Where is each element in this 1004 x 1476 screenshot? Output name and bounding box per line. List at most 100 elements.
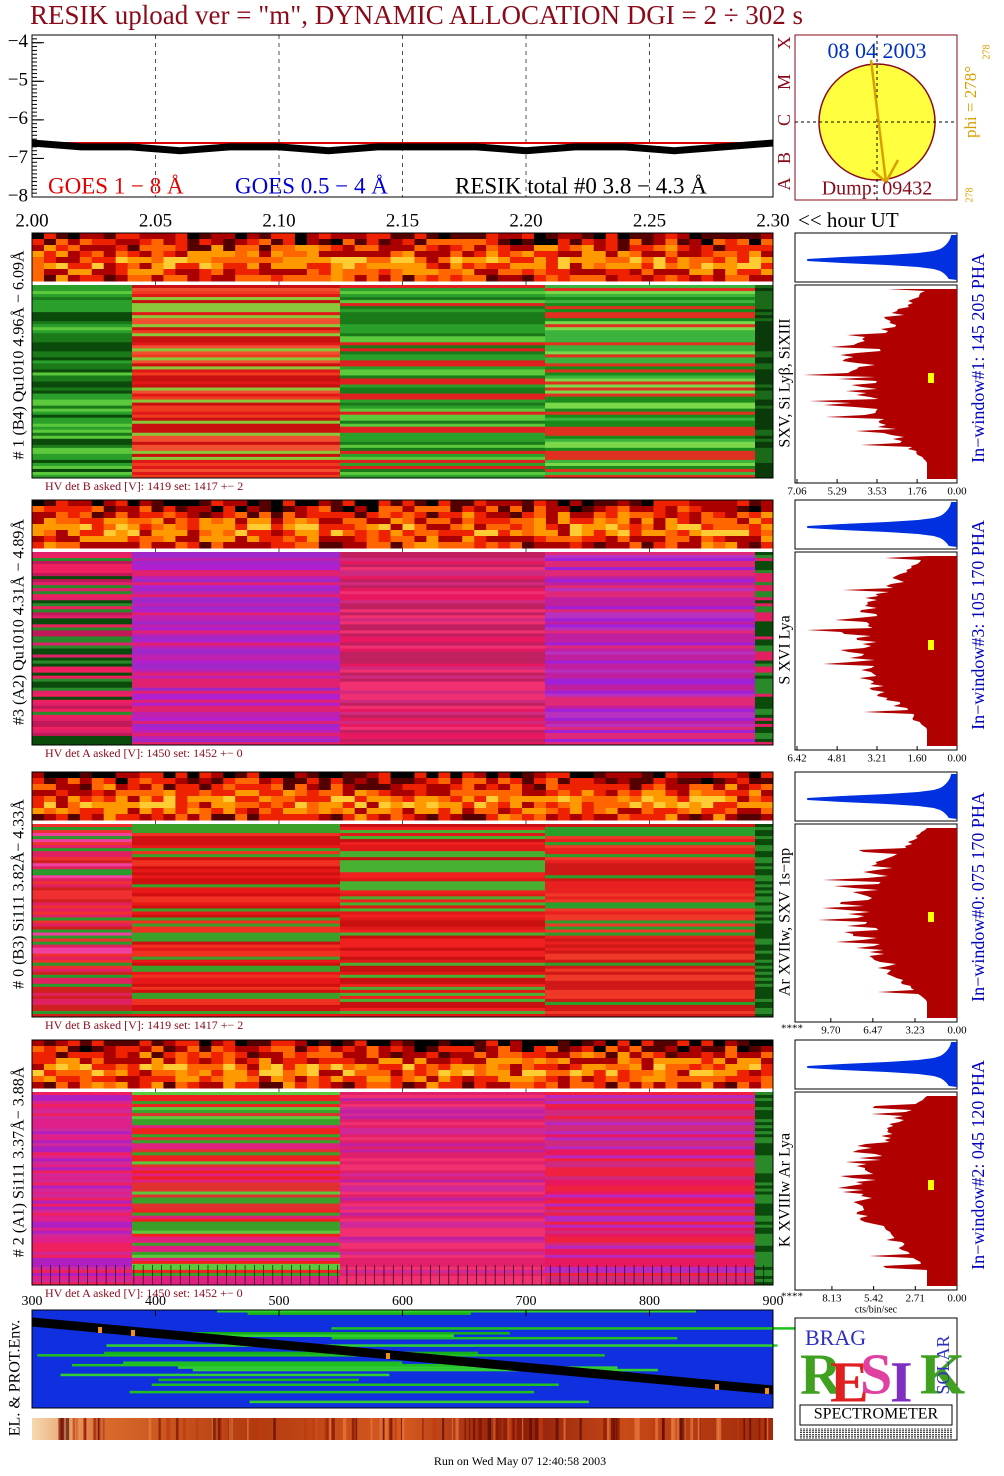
spectrum-cell	[402, 245, 415, 252]
spectrum-cell	[175, 239, 188, 246]
spectrum-cell	[426, 263, 439, 270]
spectrum-cell	[450, 796, 463, 803]
spectrum-cell	[247, 500, 260, 507]
env-band	[192, 1368, 658, 1372]
spectrum-cell	[199, 263, 212, 270]
spectrum-cell	[713, 524, 726, 531]
spectrum-cell	[259, 245, 272, 252]
env-x-tick-label: 400	[145, 1294, 166, 1309]
spectrum-cell	[282, 506, 296, 513]
spectrum-cell	[55, 1046, 69, 1053]
spectrogram-row	[132, 420, 340, 425]
spectrum-cell	[545, 1046, 559, 1053]
spectrogram-row	[755, 561, 773, 565]
spectrum-cell	[474, 512, 487, 519]
spectrogram-row	[132, 992, 340, 997]
spectrum-cell	[641, 530, 654, 537]
spectrogram-row	[755, 899, 773, 903]
spectrum-cell	[366, 542, 380, 549]
spectrogram-row	[545, 1007, 755, 1012]
spectrogram-row	[32, 854, 132, 858]
spectrogram-row	[340, 648, 545, 652]
spectrum-cell	[462, 239, 475, 246]
spectrogram-row	[132, 944, 340, 949]
spectrum-cell	[223, 802, 236, 809]
spectrum-cell	[330, 778, 344, 785]
spectrum-cell	[605, 778, 619, 785]
spectrogram-row	[32, 1215, 132, 1220]
logo-top: BRAG	[805, 1325, 866, 1350]
spectrogram-row	[340, 693, 545, 698]
spectrogram-row	[755, 375, 773, 379]
strip-line	[75, 1418, 79, 1440]
spectrogram-row	[755, 932, 773, 936]
spectrum-cell	[438, 790, 451, 797]
spectrum-cell	[67, 524, 81, 531]
spectrum-cell	[330, 518, 344, 525]
spectrum-cell	[139, 1058, 153, 1065]
spectrogram-row	[32, 941, 132, 946]
spectrogram-row	[755, 917, 773, 921]
spectrum-cell	[641, 239, 654, 246]
spectrum-cell	[749, 1064, 762, 1071]
spectrogram-row	[545, 827, 755, 831]
spectrum-cell	[223, 784, 236, 791]
spectrum-cell	[641, 784, 654, 791]
spectrum-cell	[510, 239, 523, 246]
spectrum-cell	[271, 536, 284, 543]
spectrum-cell	[653, 536, 666, 543]
spectrum-cell	[55, 500, 69, 507]
spectrogram-row	[755, 923, 773, 927]
spectrogram-row	[340, 354, 545, 358]
spectrogram-row	[132, 1013, 340, 1018]
spectrum-cell	[163, 524, 176, 531]
spectrum-cell	[438, 778, 451, 785]
spectrum-cell	[318, 524, 332, 531]
spectrum-cell	[282, 1064, 296, 1071]
spectrum-cell	[522, 245, 535, 252]
spectrum-cell	[414, 1076, 427, 1083]
spectrum-cell	[557, 239, 571, 246]
y-tick-label: −7	[8, 147, 28, 168]
spectrogram-row	[132, 612, 340, 616]
spectrum-cell	[366, 1082, 380, 1089]
spectrum-cell	[294, 524, 308, 531]
sun-dump: Dump: 09432	[822, 178, 933, 200]
spectrogram-row	[132, 836, 340, 840]
spectrum-cell	[294, 790, 308, 797]
spectrum-cell	[701, 784, 714, 791]
spectrum-cell	[486, 1058, 499, 1065]
spectrum-cell	[510, 269, 523, 276]
spectrum-cell	[91, 251, 105, 258]
spectrogram-row	[340, 339, 545, 343]
spectrogram-row	[32, 420, 132, 425]
spectrum-cell	[378, 512, 392, 519]
spectrum-cell	[438, 269, 451, 276]
spectrogram-row	[545, 926, 755, 930]
spectrum-cell	[294, 542, 308, 549]
strip-line	[258, 1418, 263, 1440]
spectrogram-row	[32, 1095, 132, 1099]
spectrum-cell	[67, 808, 81, 815]
spectrogram-row	[340, 633, 545, 637]
spectrogram-row	[545, 414, 755, 419]
spectrum-cell	[665, 1076, 678, 1083]
spectrum-cell	[91, 239, 105, 246]
spectrum-cell	[605, 1076, 619, 1083]
spectrum-cell	[510, 518, 523, 525]
spectrum-cell	[629, 524, 643, 531]
strip-line	[228, 1418, 231, 1440]
spectrogram-row	[32, 561, 132, 565]
spectrogram-row	[132, 1206, 340, 1211]
spectrogram-row	[755, 600, 773, 604]
spectrum-cell	[342, 802, 356, 809]
strip-line	[324, 1418, 328, 1440]
spectrogram-row	[340, 872, 545, 876]
spectrogram-row	[755, 717, 773, 722]
spectrogram-row	[132, 651, 340, 655]
spectrogram-row	[32, 651, 132, 655]
spectrum-cell	[163, 275, 176, 282]
spectrogram-row	[545, 333, 755, 337]
spectrum-cell	[593, 269, 607, 276]
x-tick-label: 2.05	[139, 210, 172, 231]
